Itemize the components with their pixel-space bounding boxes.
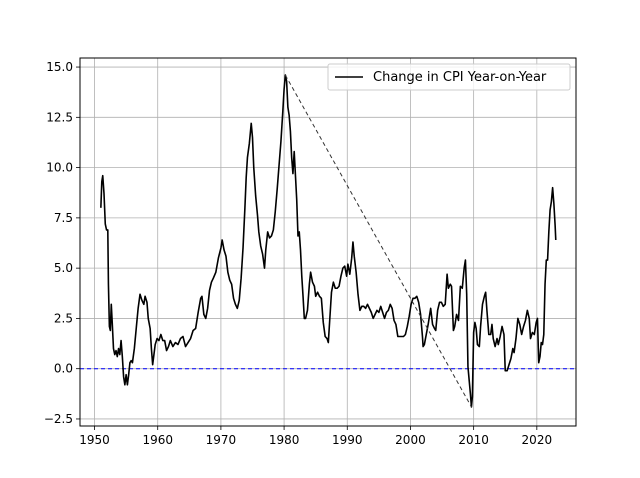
y-tick-label: 2.5 bbox=[54, 311, 73, 325]
x-tick-label: 2010 bbox=[458, 433, 489, 447]
x-tick-label: 2000 bbox=[395, 433, 426, 447]
x-tick-label: 2020 bbox=[522, 433, 553, 447]
y-tick-label: 0.0 bbox=[54, 362, 73, 376]
y-tick-label: 10.0 bbox=[46, 161, 73, 175]
peak-to-trough-dashed-line bbox=[284, 74, 472, 408]
y-tick-label: 15.0 bbox=[46, 60, 73, 74]
y-axis: −2.5 0.0 2.5 5.0 7.5 10.0 12.5 15.0 bbox=[44, 60, 80, 426]
y-tick-label: 5.0 bbox=[54, 261, 73, 275]
y-tick-label: 12.5 bbox=[46, 110, 73, 124]
legend-box bbox=[327, 63, 571, 91]
x-tick-label: 1960 bbox=[142, 433, 173, 447]
x-tick-label: 1990 bbox=[332, 433, 363, 447]
legend: Change in CPI Year-on-Year bbox=[327, 63, 571, 91]
x-tick-label: 1980 bbox=[269, 433, 300, 447]
y-tick-label: 7.5 bbox=[54, 211, 73, 225]
legend-label: Change in CPI Year-on-Year bbox=[373, 70, 547, 85]
x-axis: 1950 1960 1970 1980 1990 2000 2010 2020 bbox=[79, 426, 552, 447]
x-tick-label: 1950 bbox=[79, 433, 110, 447]
x-tick-label: 1970 bbox=[206, 433, 237, 447]
y-tick-label: −2.5 bbox=[44, 412, 73, 426]
axes-frame bbox=[79, 57, 577, 427]
cpi-yoy-series-line bbox=[100, 74, 557, 408]
series-layer bbox=[80, 74, 576, 408]
